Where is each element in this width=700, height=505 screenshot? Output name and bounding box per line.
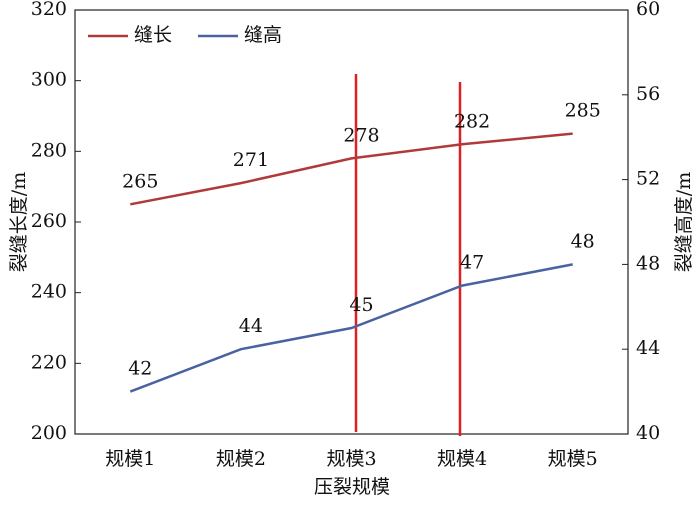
- y2-tick-label: 44: [636, 337, 660, 359]
- series-line: [129, 263, 573, 393]
- series-line: [130, 132, 573, 206]
- y2-tick-label: 48: [636, 252, 660, 274]
- data-label: 42: [128, 358, 152, 380]
- legend-label: 缝高: [244, 24, 282, 46]
- data-label: 45: [349, 294, 373, 316]
- y2-tick-label: 40: [636, 422, 660, 444]
- x-tick-label: 规模3: [326, 448, 376, 470]
- data-label: 278: [343, 124, 379, 146]
- data-label: 282: [454, 110, 490, 132]
- data-label: 271: [233, 149, 269, 171]
- x-tick-label: 规模1: [105, 448, 155, 470]
- y2-tick-label: 60: [636, 0, 660, 20]
- data-label: 44: [239, 315, 263, 337]
- data-label: 48: [571, 230, 595, 252]
- data-label: 47: [460, 252, 484, 274]
- y2-tick-label: 52: [636, 168, 660, 190]
- y-tick-label: 300: [31, 69, 67, 91]
- data-label: 285: [565, 100, 601, 122]
- data-label: 265: [122, 170, 158, 192]
- y-tick-label: 260: [31, 210, 67, 232]
- y2-axis-label: 裂缝高度/m: [673, 172, 695, 272]
- x-tick-label: 规模4: [437, 448, 487, 470]
- y-tick-label: 220: [31, 351, 67, 373]
- legend-label: 缝长: [134, 24, 172, 46]
- y-tick-label: 320: [31, 0, 67, 20]
- x-tick-label: 规模2: [216, 448, 266, 470]
- y-tick-label: 240: [31, 281, 67, 303]
- y-tick-label: 200: [31, 422, 67, 444]
- y-axis-label: 裂缝长度/m: [8, 172, 30, 272]
- y2-tick-label: 56: [636, 83, 660, 105]
- plot-frame: [74, 9, 629, 435]
- x-tick-label: 规模5: [548, 448, 598, 470]
- x-axis-label: 压裂规模: [314, 476, 390, 498]
- y-tick-label: 280: [31, 139, 67, 161]
